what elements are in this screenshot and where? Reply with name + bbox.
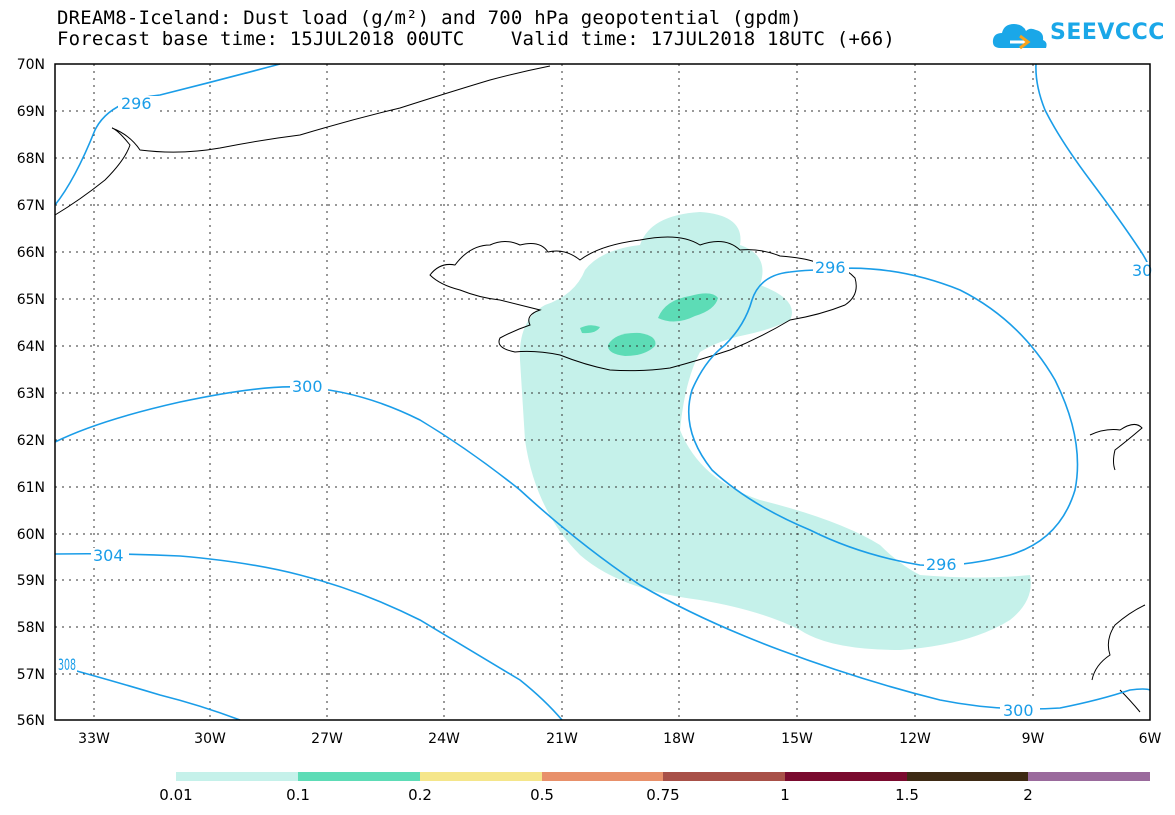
contour-label: 300 xyxy=(292,377,323,396)
colorbar-swatch xyxy=(176,772,298,781)
lon-label: 18W xyxy=(663,731,695,747)
colorbar-swatch xyxy=(785,772,907,781)
lon-label: 9W xyxy=(1022,731,1045,747)
colorbar-label: 0.5 xyxy=(530,786,554,804)
colorbar-swatch xyxy=(663,772,785,781)
lon-label: 21W xyxy=(546,731,578,747)
lat-label: 63N xyxy=(17,386,45,402)
colorbar-label: 1.5 xyxy=(895,786,919,804)
contour-label: 30 xyxy=(1132,261,1152,280)
latitude-labels: 70N 69N 68N 67N 66N 65N 64N 63N 62N 61N … xyxy=(17,57,45,729)
lon-label: 30W xyxy=(194,731,226,747)
contour-label: 296 xyxy=(121,94,152,113)
colorbar-label: 0.75 xyxy=(646,786,680,804)
seevccc-logo: SEEVCCC xyxy=(990,16,1164,58)
colorbar-swatch xyxy=(542,772,663,781)
cloud-icon xyxy=(992,24,1047,50)
lat-label: 61N xyxy=(17,480,45,496)
contour-label: 300 xyxy=(1003,701,1034,720)
colorbar-label: 0.01 xyxy=(159,786,193,804)
lat-label: 68N xyxy=(17,151,45,167)
geopotential-contours xyxy=(54,63,1151,721)
lon-label: 27W xyxy=(311,731,343,747)
map-subtitle: Forecast base time: 15JUL2018 00UTC Vali… xyxy=(57,28,896,50)
dust-area xyxy=(519,212,1031,650)
lat-label: 67N xyxy=(17,198,45,214)
contour-label: 304 xyxy=(93,546,124,565)
lat-label: 60N xyxy=(17,527,45,543)
lat-label: 69N xyxy=(17,104,45,120)
grid-lines xyxy=(55,64,1150,720)
lat-label: 70N xyxy=(17,57,45,73)
logo-text: SEEVCCC xyxy=(1050,20,1165,45)
lat-label: 64N xyxy=(17,339,45,355)
colorbar-swatch xyxy=(907,772,1028,781)
contour-label: 296 xyxy=(926,555,957,574)
lat-label: 56N xyxy=(17,713,45,729)
lat-label: 58N xyxy=(17,620,45,636)
colorbar-swatch xyxy=(1028,772,1150,781)
longitude-labels: 33W 30W 27W 24W 21W 18W 15W 12W 9W 6W xyxy=(78,731,1161,747)
colorbar-label: 1 xyxy=(780,786,790,804)
map-frame xyxy=(54,63,1151,721)
colorbar-swatch xyxy=(298,772,420,781)
contour-label: 296 xyxy=(815,258,846,277)
colorbar-swatch xyxy=(420,772,542,781)
coastlines xyxy=(54,65,1146,713)
lon-label: 12W xyxy=(899,731,931,747)
lat-label: 66N xyxy=(17,245,45,261)
map-title: DREAM8-Iceland: Dust load (g/m²) and 700… xyxy=(57,7,802,29)
lon-label: 15W xyxy=(781,731,813,747)
contour-labels: 296 300 304 296 296 300 308 30 xyxy=(55,94,1152,720)
lon-label: 6W xyxy=(1139,731,1162,747)
lon-label: 24W xyxy=(428,731,460,747)
lat-label: 59N xyxy=(17,573,45,589)
lat-label: 62N xyxy=(17,433,45,449)
lat-label: 57N xyxy=(17,667,45,683)
contour-label: 308 xyxy=(58,655,76,674)
colorbar-label: 2 xyxy=(1023,786,1033,804)
lon-label: 33W xyxy=(78,731,110,747)
lat-label: 65N xyxy=(17,292,45,308)
colorbar-label: 0.1 xyxy=(286,786,310,804)
colorbar-label: 0.2 xyxy=(408,786,432,804)
